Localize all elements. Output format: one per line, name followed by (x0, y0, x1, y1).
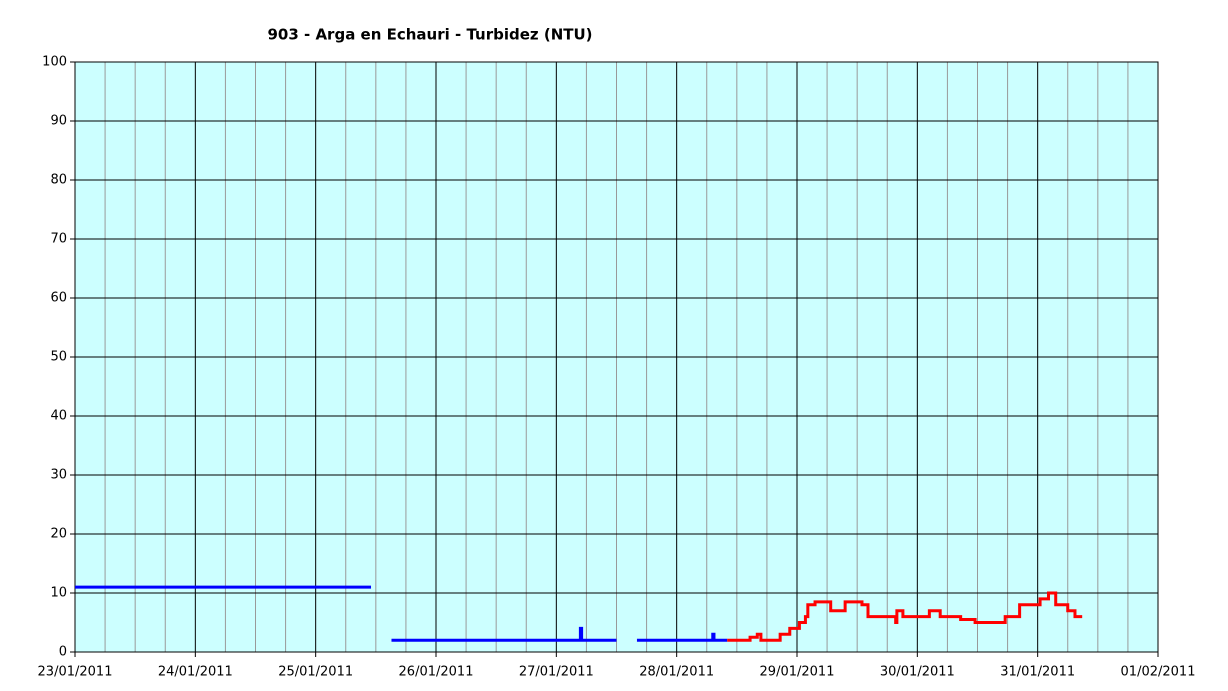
plot-border (74, 61, 1159, 653)
x-tick-label: 30/01/2011 (880, 665, 955, 680)
y-tick-label: 20 (50, 527, 67, 542)
y-tick-label: 100 (42, 55, 67, 70)
y-tick-label: 50 (50, 350, 67, 365)
x-tick-label: 29/01/2011 (760, 665, 835, 680)
y-tick-label: 90 (50, 114, 67, 129)
x-tick-label: 31/01/2011 (1000, 665, 1075, 680)
chart-title: 903 - Arga en Echauri - Turbidez (NTU) (267, 26, 592, 44)
y-tick-label: 70 (50, 232, 67, 247)
y-tick-label: 30 (50, 468, 67, 483)
y-tick-label: 0 (59, 645, 67, 660)
x-tick-label: 23/01/2011 (38, 665, 113, 680)
y-tick-label: 40 (50, 409, 67, 424)
x-tick-label: 01/02/2011 (1121, 665, 1196, 680)
series-line (636, 632, 728, 642)
y-tick-label: 10 (50, 586, 67, 601)
y-tick-label: 60 (50, 291, 67, 306)
series-line (727, 591, 1083, 642)
y-tick-label: 80 (50, 173, 67, 188)
x-tick-label: 26/01/2011 (399, 665, 474, 680)
x-tick-label: 24/01/2011 (158, 665, 233, 680)
x-tick-label: 27/01/2011 (519, 665, 594, 680)
x-tick-label: 25/01/2011 (278, 665, 353, 680)
x-tick-label: 28/01/2011 (639, 665, 714, 680)
series-line (391, 626, 617, 642)
